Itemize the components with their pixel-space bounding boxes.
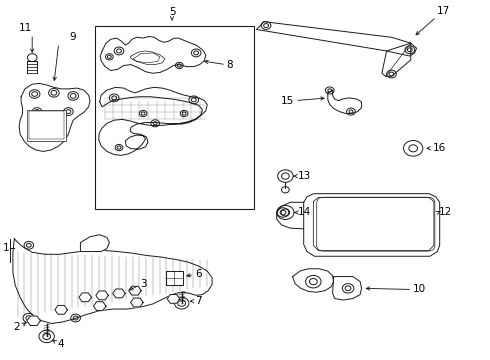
Text: 6: 6	[195, 269, 202, 279]
Polygon shape	[99, 87, 207, 156]
Polygon shape	[79, 293, 92, 302]
Polygon shape	[96, 291, 108, 300]
Text: 12: 12	[439, 207, 452, 217]
Polygon shape	[333, 276, 362, 300]
Polygon shape	[113, 289, 125, 298]
Bar	[27, 109, 66, 141]
Text: 7: 7	[195, 296, 202, 306]
Polygon shape	[27, 316, 40, 325]
Polygon shape	[328, 90, 362, 113]
Polygon shape	[304, 194, 440, 256]
Polygon shape	[13, 239, 212, 324]
Polygon shape	[94, 302, 106, 310]
Text: 15: 15	[281, 96, 294, 105]
Polygon shape	[100, 36, 206, 73]
Text: 16: 16	[433, 143, 446, 153]
Polygon shape	[129, 286, 141, 295]
Text: 13: 13	[297, 171, 311, 181]
Text: 4: 4	[58, 339, 64, 349]
Text: 9: 9	[70, 32, 76, 42]
Polygon shape	[382, 43, 411, 76]
Text: 1: 1	[3, 243, 9, 253]
Polygon shape	[256, 22, 416, 56]
Text: 5: 5	[169, 7, 175, 17]
Bar	[95, 26, 254, 209]
Text: 14: 14	[297, 207, 311, 217]
Text: 8: 8	[226, 60, 233, 69]
Text: 2: 2	[14, 323, 20, 332]
Text: 17: 17	[437, 6, 450, 16]
Bar	[29, 111, 64, 139]
Text: 11: 11	[19, 23, 32, 33]
Text: 3: 3	[140, 279, 147, 289]
Text: 10: 10	[413, 284, 426, 294]
Polygon shape	[19, 84, 90, 152]
Polygon shape	[293, 269, 334, 292]
Polygon shape	[130, 298, 143, 307]
Polygon shape	[167, 294, 180, 303]
Polygon shape	[80, 235, 109, 252]
Bar	[166, 271, 183, 285]
Polygon shape	[55, 305, 68, 314]
